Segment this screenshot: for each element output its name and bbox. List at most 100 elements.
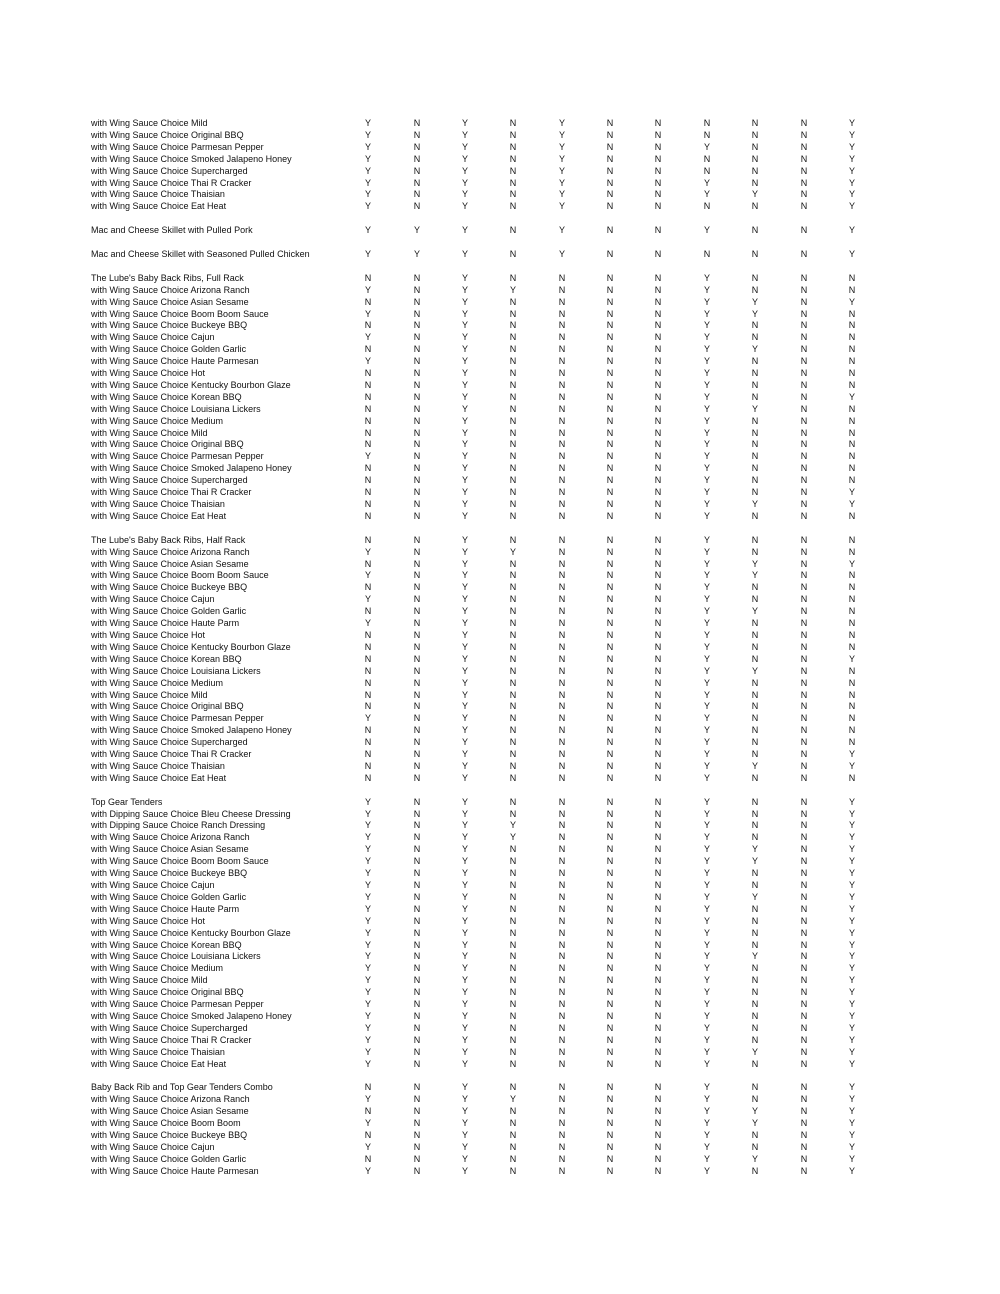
flag-cell: Y — [364, 832, 371, 843]
flag-cell: N — [364, 1106, 372, 1117]
flag-cell: N — [413, 1034, 421, 1045]
item-label: with Wing Sauce Choice Arizona Ranch — [91, 1094, 250, 1105]
flag-cell: Y — [364, 1118, 371, 1129]
item-label: The Lube's Baby Back Ribs, Half Rack — [91, 534, 246, 545]
flag-cell: N — [558, 582, 566, 593]
flag-cell: Y — [461, 1094, 468, 1105]
flag-cell: Y — [703, 1034, 710, 1045]
flag-cell: N — [413, 558, 421, 569]
flag-cell: Y — [848, 951, 855, 962]
flag-cell: N — [848, 665, 856, 676]
flag-cell: N — [558, 1153, 566, 1164]
flag-cell: N — [558, 808, 566, 819]
flag-cell: N — [654, 165, 662, 176]
flag-cell: Y — [703, 177, 710, 188]
flag-cell: N — [606, 665, 614, 676]
flag-cell: N — [606, 344, 614, 355]
flag-cell: Y — [364, 844, 371, 855]
flag-cell: N — [509, 356, 517, 367]
flag-cell: N — [364, 475, 372, 486]
item-label: with Wing Sauce Choice Buckeye BBQ — [91, 1130, 248, 1141]
flag-cell: N — [606, 701, 614, 712]
flag-cell: N — [606, 582, 614, 593]
flag-cell: Y — [461, 665, 468, 676]
flag-cell: N — [364, 701, 372, 712]
flag-cell: N — [364, 1082, 372, 1093]
item-label: with Wing Sauce Choice Haute Parmesan — [91, 1165, 259, 1176]
flag-cell: Y — [703, 951, 710, 962]
flag-cell: N — [606, 141, 614, 152]
flag-cell: N — [509, 737, 517, 748]
flag-cell: Y — [461, 1022, 468, 1033]
flag-cell: N — [751, 141, 759, 152]
flag-cell: N — [413, 534, 421, 545]
flag-cell: Y — [848, 225, 855, 236]
flag-cell: Y — [461, 534, 468, 545]
flag-cell: N — [606, 439, 614, 450]
item-label: with Wing Sauce Choice Cajun — [91, 332, 215, 343]
flag-cell: Y — [461, 403, 468, 414]
flag-cell: N — [606, 618, 614, 629]
flag-cell: N — [800, 760, 808, 771]
flag-cell: N — [800, 1106, 808, 1117]
flag-cell: N — [413, 1058, 421, 1069]
item-label: with Wing Sauce Choice Buckeye BBQ — [91, 320, 248, 331]
flag-cell: N — [413, 487, 421, 498]
flag-cell: N — [413, 201, 421, 212]
flag-cell: N — [800, 487, 808, 498]
flag-cell: N — [654, 558, 662, 569]
flag-cell: N — [413, 701, 421, 712]
flag-cell: N — [606, 570, 614, 581]
flag-cell: N — [800, 689, 808, 700]
flag-cell: N — [848, 379, 856, 390]
flag-cell: Y — [751, 1118, 758, 1129]
flag-cell: Y — [703, 725, 710, 736]
flag-cell: N — [751, 796, 759, 807]
flag-cell: N — [558, 915, 566, 926]
flag-cell: N — [558, 379, 566, 390]
flag-cell: N — [413, 844, 421, 855]
item-label: Top Gear Tenders — [91, 796, 163, 807]
flag-cell: N — [558, 499, 566, 509]
flag-cell: N — [606, 475, 614, 486]
flag-cell: N — [800, 451, 808, 462]
flag-cell: N — [800, 737, 808, 748]
flag-cell: N — [751, 582, 759, 593]
item-label: with Wing Sauce Choice Mild — [91, 118, 208, 128]
flag-cell: Y — [461, 546, 468, 557]
flag-cell: N — [654, 308, 662, 319]
flag-cell: N — [654, 760, 662, 771]
flag-cell: N — [800, 1141, 808, 1152]
flag-cell: N — [848, 332, 856, 343]
flag-cell: N — [654, 153, 662, 164]
item-label: with Wing Sauce Choice Thaisian — [91, 189, 225, 200]
flag-cell: N — [800, 999, 808, 1010]
flag-cell: Y — [413, 248, 420, 259]
flag-cell: Y — [461, 594, 468, 605]
flag-cell: Y — [461, 320, 468, 331]
flag-cell: N — [800, 415, 808, 426]
flag-cell: N — [654, 1034, 662, 1045]
flag-cell: N — [800, 820, 808, 831]
flag-cell: Y — [461, 356, 468, 367]
flag-cell: Y — [848, 296, 855, 307]
flag-cell: N — [800, 379, 808, 390]
flag-cell: N — [654, 427, 662, 438]
flag-cell: N — [848, 308, 856, 319]
flag-cell: N — [800, 1046, 808, 1057]
flag-cell: N — [413, 118, 421, 128]
flag-cell: N — [848, 368, 856, 379]
flag-cell: Y — [703, 915, 710, 926]
flag-cell: N — [606, 951, 614, 962]
flag-cell: Y — [703, 856, 710, 867]
flag-cell: N — [606, 891, 614, 902]
flag-cell: N — [751, 415, 759, 426]
flag-cell: Y — [364, 284, 371, 295]
flag-cell: N — [606, 296, 614, 307]
flag-cell: Y — [461, 1141, 468, 1152]
flag-cell: N — [413, 344, 421, 355]
flag-cell: N — [413, 570, 421, 581]
flag-cell: Y — [364, 225, 371, 236]
flag-cell: N — [558, 546, 566, 557]
flag-cell: Y — [751, 403, 758, 414]
